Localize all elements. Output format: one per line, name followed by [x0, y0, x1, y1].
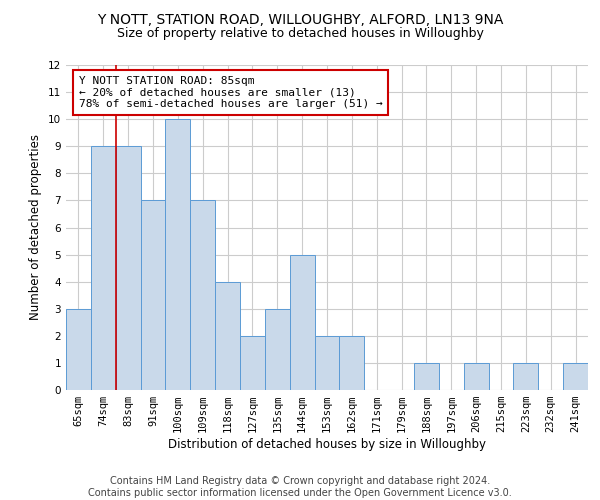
Bar — [514, 363, 538, 390]
Bar — [215, 282, 240, 390]
Bar — [190, 200, 215, 390]
X-axis label: Distribution of detached houses by size in Willoughby: Distribution of detached houses by size … — [168, 438, 486, 451]
Text: Y NOTT STATION ROAD: 85sqm
← 20% of detached houses are smaller (13)
78% of semi: Y NOTT STATION ROAD: 85sqm ← 20% of deta… — [79, 76, 383, 109]
Bar — [290, 254, 314, 390]
Y-axis label: Number of detached properties: Number of detached properties — [29, 134, 43, 320]
Bar — [116, 146, 140, 390]
Bar — [91, 146, 116, 390]
Bar — [314, 336, 340, 390]
Text: Contains HM Land Registry data © Crown copyright and database right 2024.
Contai: Contains HM Land Registry data © Crown c… — [88, 476, 512, 498]
Bar — [464, 363, 488, 390]
Text: Size of property relative to detached houses in Willoughby: Size of property relative to detached ho… — [116, 28, 484, 40]
Bar — [166, 119, 190, 390]
Bar — [66, 308, 91, 390]
Bar — [340, 336, 364, 390]
Bar — [140, 200, 166, 390]
Bar — [563, 363, 588, 390]
Bar — [414, 363, 439, 390]
Bar — [265, 308, 290, 390]
Bar — [240, 336, 265, 390]
Text: Y NOTT, STATION ROAD, WILLOUGHBY, ALFORD, LN13 9NA: Y NOTT, STATION ROAD, WILLOUGHBY, ALFORD… — [97, 12, 503, 26]
